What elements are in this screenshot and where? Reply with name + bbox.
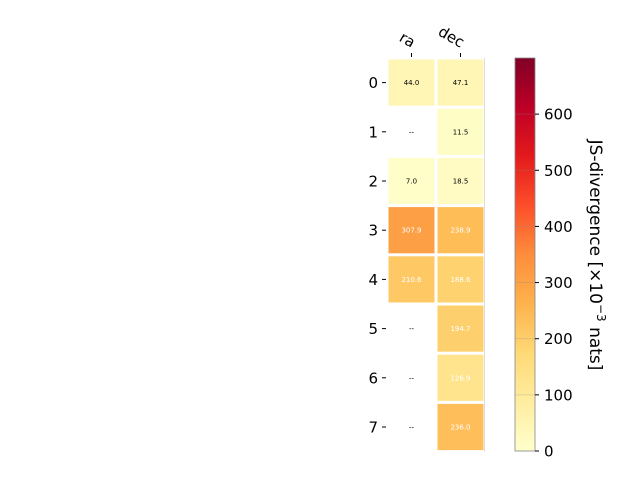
heatmap-cell bbox=[437, 108, 484, 155]
cell-value-label: 307.9 bbox=[401, 227, 421, 235]
heatmap-cell bbox=[388, 59, 435, 106]
cell-value-label: -- bbox=[409, 424, 415, 432]
x-tick-label: ra bbox=[396, 28, 418, 51]
y-tick-label: 0 bbox=[368, 74, 378, 92]
colorbar-tick-label: 400 bbox=[544, 218, 573, 236]
cell-value-label: 236.0 bbox=[450, 424, 470, 432]
y-tick-label: 3 bbox=[368, 222, 378, 240]
cell-value-label: 11.5 bbox=[453, 128, 469, 136]
heatmap-cells: 44.0 47.1 -- 11.5 7.0 18.5 307.9 238.9 210.6 188.… bbox=[388, 58, 485, 452]
heatmap-cell bbox=[388, 157, 435, 205]
cell-value-label: 238.9 bbox=[450, 227, 470, 235]
cell-value-label: 210.6 bbox=[401, 276, 422, 284]
heatmap-cell bbox=[388, 207, 435, 254]
y-tick-label: 7 bbox=[368, 419, 378, 437]
colorbar-tick-label: 0 bbox=[544, 443, 554, 461]
colorbar-label: JS-divergence [×10−3 nats] bbox=[585, 139, 608, 371]
cell-value-label: 194.7 bbox=[450, 325, 470, 333]
colorbar: 0 100 200 300 400 500 600 JS-divergence [×10−3 … bbox=[514, 57, 608, 461]
colorbar-tick-label: 100 bbox=[544, 386, 573, 404]
x-axis: ra dec bbox=[396, 22, 468, 57]
y-tick-label: 5 bbox=[368, 320, 378, 338]
heatmap-cell bbox=[437, 354, 484, 401]
heatmap-cell bbox=[437, 256, 484, 303]
y-tick-label: 2 bbox=[368, 173, 378, 191]
heatmap-cell bbox=[437, 305, 484, 352]
cell-value-label: 126.9 bbox=[450, 374, 470, 382]
colorbar-tick-label: 600 bbox=[544, 106, 573, 124]
x-tick-label: dec bbox=[435, 22, 467, 51]
cell-value-label: 18.5 bbox=[453, 178, 469, 186]
cell-value-label: 188.6 bbox=[450, 276, 471, 284]
y-tick-label: 4 bbox=[368, 271, 378, 289]
cell-value-label: -- bbox=[409, 325, 415, 333]
colorbar-tick-label: 200 bbox=[544, 330, 573, 348]
heatmap-cell bbox=[437, 59, 484, 106]
cell-value-label: -- bbox=[409, 374, 415, 382]
colorbar-tick-label: 300 bbox=[544, 274, 573, 292]
heatmap-cell bbox=[437, 207, 484, 254]
colorbar-tick-label: 500 bbox=[544, 162, 573, 180]
colorbar-gradient bbox=[514, 57, 536, 452]
y-tick-label: 1 bbox=[368, 123, 378, 141]
cell-value-label: 44.0 bbox=[404, 79, 420, 87]
cell-value-label: 47.1 bbox=[453, 79, 469, 87]
heatmap-cell bbox=[388, 256, 435, 303]
heatmap-cell bbox=[437, 157, 484, 205]
heatmap-cell bbox=[437, 403, 484, 451]
cell-value-label: 7.0 bbox=[406, 178, 417, 186]
y-tick-label: 6 bbox=[368, 369, 378, 387]
cell-value-label: -- bbox=[409, 128, 415, 136]
y-axis: 0 1 2 3 4 5 6 7 bbox=[368, 74, 386, 437]
